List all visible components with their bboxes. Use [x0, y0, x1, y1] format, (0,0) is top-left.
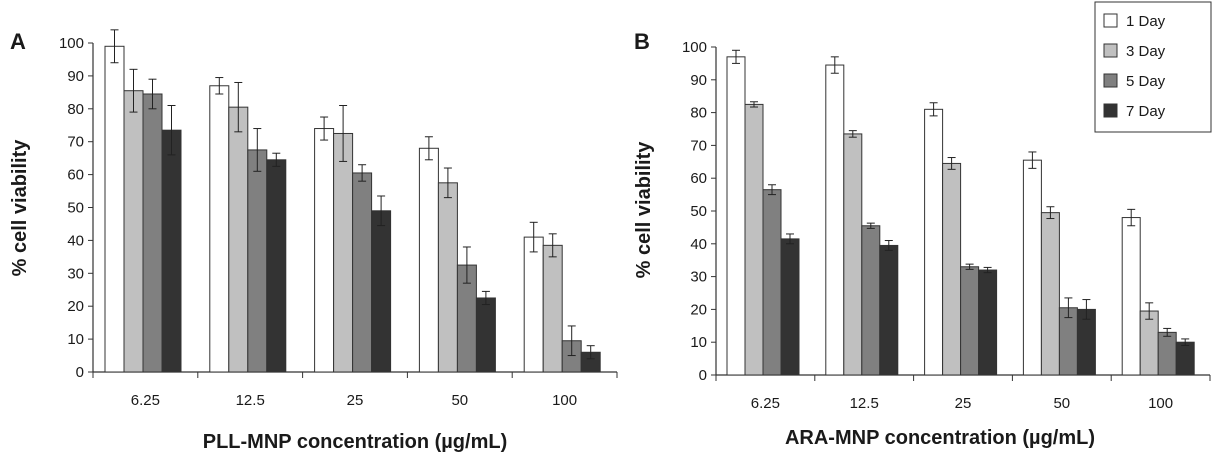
- bar: [333, 132, 354, 373]
- y-tick-label: 50: [690, 203, 707, 220]
- bar: [209, 85, 230, 373]
- x-axis-label-b: ARA-MNP concentration (µg/mL): [785, 427, 1095, 449]
- x-tick-label: 100: [1148, 395, 1173, 412]
- bar: [726, 56, 746, 376]
- y-axis-label-b: % cell viability: [633, 141, 655, 279]
- x-tick-label: 25: [955, 395, 972, 412]
- chart-panel-a: A % cell viability PLL-MNP concentration…: [9, 29, 618, 453]
- y-tick-label: 60: [690, 170, 707, 187]
- y-tick-label: 70: [690, 137, 707, 154]
- y-tick-label: 30: [690, 269, 707, 286]
- bar: [142, 93, 163, 373]
- bar: [247, 149, 268, 373]
- bar: [1121, 217, 1141, 376]
- y-tick-label: 0: [76, 364, 84, 381]
- bar: [1040, 212, 1060, 376]
- x-tick-label: 50: [451, 392, 468, 409]
- legend-entry-3-day: 3 Day: [1103, 43, 1166, 60]
- bar: [104, 45, 125, 373]
- bar: [1175, 341, 1195, 376]
- legend-label-1-day: 1 Day: [1126, 13, 1166, 30]
- bar: [843, 133, 863, 376]
- bar: [371, 210, 392, 373]
- legend: 1 Day 3 Day 5 Day 7 Day: [1094, 1, 1212, 133]
- y-tick-label: 90: [67, 68, 84, 85]
- bar: [1022, 159, 1042, 376]
- y-tick-label: 90: [690, 72, 707, 89]
- y-tick-label: 100: [682, 39, 707, 56]
- y-tick-label: 80: [690, 105, 707, 122]
- x-tick-label: 12.5: [850, 395, 879, 412]
- x-tick-label: 6.25: [131, 392, 160, 409]
- panel-label-a: A: [10, 29, 26, 54]
- y-tick-label: 40: [690, 236, 707, 253]
- y-axis-label-a: % cell viability: [9, 139, 31, 277]
- y-tick-label: 40: [67, 232, 84, 249]
- legend-label-7-day: 7 Day: [1126, 103, 1166, 120]
- bar: [314, 128, 335, 373]
- bar: [1139, 310, 1159, 376]
- x-tick-label: 50: [1053, 395, 1070, 412]
- y-tick-label: 50: [67, 200, 84, 217]
- bar: [161, 129, 182, 373]
- y-tick-label: 20: [67, 298, 84, 315]
- legend-label-5-day: 5 Day: [1126, 73, 1166, 90]
- bar: [879, 244, 899, 376]
- x-axis-label-a: PLL-MNP concentration (µg/mL): [203, 431, 507, 453]
- y-tick-label: 20: [690, 301, 707, 318]
- legend-swatch-7-day: [1103, 103, 1118, 118]
- bar: [437, 182, 458, 373]
- y-tick-label: 10: [67, 331, 84, 348]
- bar: [861, 225, 881, 376]
- y-tick-label: 10: [690, 334, 707, 351]
- x-tick-label: 12.5: [236, 392, 265, 409]
- bar: [266, 159, 287, 373]
- y-tick-label: 80: [67, 101, 84, 118]
- bar: [418, 147, 439, 373]
- bar: [762, 189, 782, 376]
- bar: [523, 236, 544, 373]
- y-tick-label: 100: [59, 35, 84, 52]
- bar: [1157, 331, 1177, 376]
- x-tick-label: 6.25: [751, 395, 780, 412]
- chart-panel-b: B % cell viability ARA-MNP concentration…: [633, 29, 1211, 449]
- bar: [780, 238, 800, 376]
- legend-entry-5-day: 5 Day: [1103, 73, 1166, 90]
- bar: [924, 108, 944, 376]
- legend-swatch-5-day: [1103, 73, 1118, 88]
- bar: [825, 64, 845, 376]
- legend-swatch-3-day: [1103, 43, 1118, 58]
- bar: [228, 106, 249, 373]
- y-tick-label: 0: [699, 367, 707, 384]
- bar: [475, 297, 496, 373]
- y-tick-label: 30: [67, 265, 84, 282]
- legend-swatch-1-day: [1103, 13, 1118, 28]
- y-tick-label: 60: [67, 167, 84, 184]
- bar: [542, 244, 563, 373]
- x-tick-label: 25: [347, 392, 364, 409]
- panel-label-b: B: [634, 29, 650, 54]
- bar: [744, 103, 764, 376]
- bar: [960, 266, 980, 376]
- legend-entry-1-day: 1 Day: [1103, 13, 1166, 30]
- bar: [123, 90, 144, 373]
- legend-label-3-day: 3 Day: [1126, 43, 1166, 60]
- y-tick-label: 70: [67, 134, 84, 151]
- bar: [352, 172, 373, 373]
- bar: [978, 269, 998, 376]
- x-tick-label: 100: [552, 392, 577, 409]
- bar: [942, 162, 962, 376]
- legend-entry-7-day: 7 Day: [1103, 103, 1166, 120]
